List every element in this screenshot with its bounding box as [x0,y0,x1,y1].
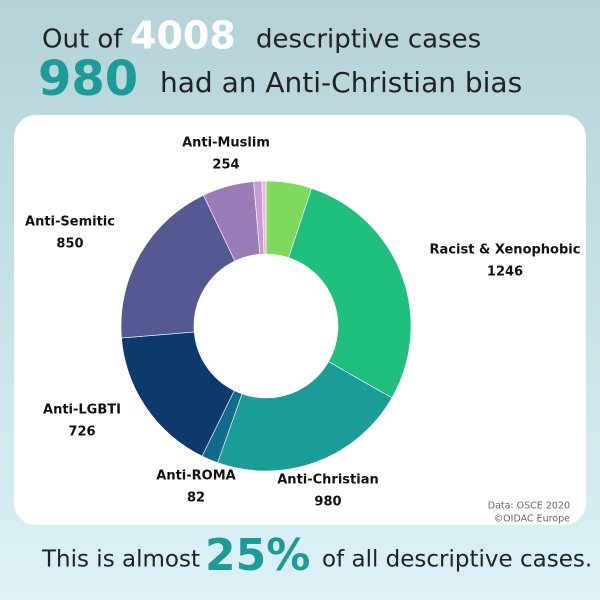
slice-label: Racist & Xenophobic [430,243,581,258]
slice-label: Anti-ROMA [156,469,235,484]
footer-prefix: This is almost [41,547,200,573]
slice-value: 254 [212,158,239,173]
slice-label: Anti-Semitic [25,215,115,230]
header-middle: descriptive cases [256,25,481,55]
slice-value: 82 [187,491,205,506]
slice-value: 980 [314,495,341,510]
donut-slice [261,180,267,255]
footer-share: 25% [205,530,310,581]
slice-value: 726 [68,425,95,440]
slice-value: 1246 [487,265,523,280]
header-suffix: had an Anti-Christian bias [160,66,522,99]
card [14,115,586,525]
footer-suffix: of all descriptive cases. [322,547,592,573]
donut-slice [120,194,236,339]
slice-label: Anti-Muslim [182,136,270,151]
slice-value: 850 [56,237,83,252]
donut-slice [288,187,412,399]
header-count: 980 [38,51,138,107]
donut-slice [217,361,393,472]
slice-label: Anti-LGBTI [43,403,121,418]
source: Data: OSCE 2020 [488,501,570,512]
slice-label: Anti-Christian [277,473,378,488]
header-prefix: Out of [42,25,123,55]
source: ©OIDAC Europe [494,514,570,525]
header-total: 4008 [130,14,236,58]
